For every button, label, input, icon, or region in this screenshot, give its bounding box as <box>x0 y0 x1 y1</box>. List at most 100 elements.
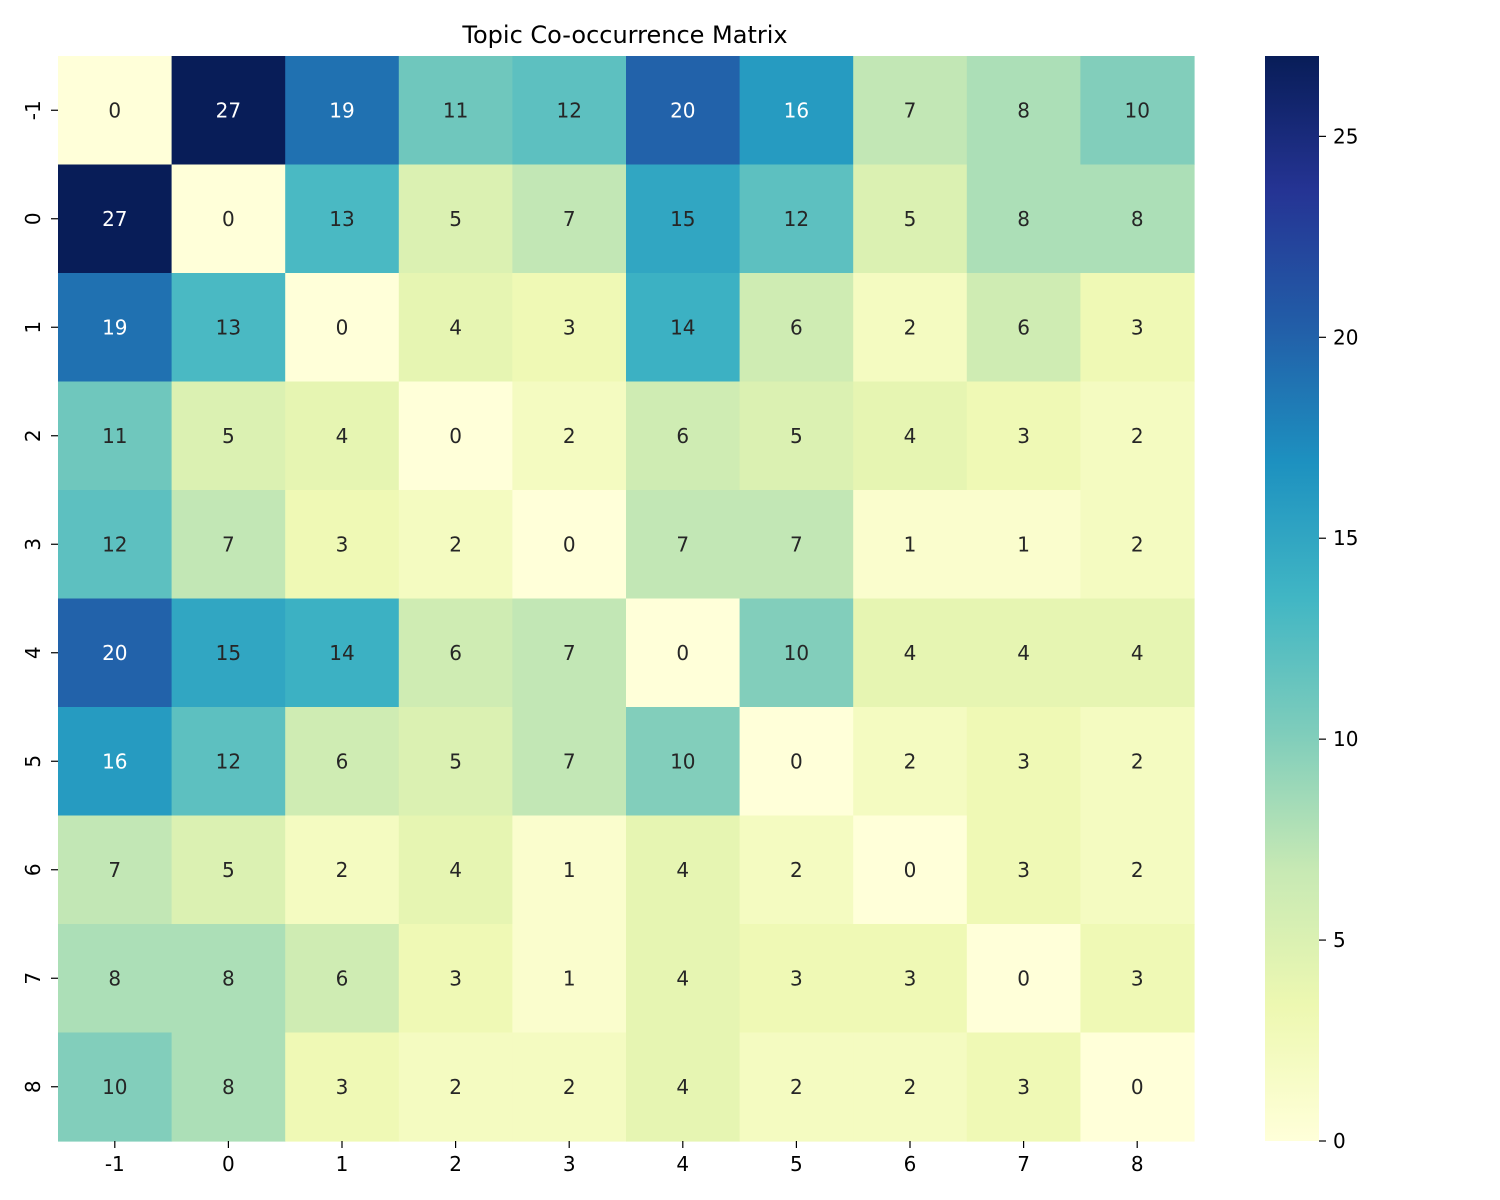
heatmap-cell-r1-c3 <box>398 164 513 274</box>
heatmap-cell-r2-c9 <box>1080 273 1195 383</box>
cell-value-label: 6 <box>449 641 462 665</box>
cell-value-label: 2 <box>1131 858 1144 882</box>
heatmap-cell-r3-c1 <box>171 381 286 491</box>
heatmap-cell-r0-c9 <box>1080 56 1195 166</box>
x-tick-label: 5 <box>790 1152 803 1176</box>
heatmap-cell-r2-c6 <box>739 273 854 383</box>
cell-value-label: 0 <box>1017 966 1030 990</box>
heatmap-cell-r1-c6 <box>739 164 854 274</box>
heatmap-cell-r7-c7 <box>853 815 968 925</box>
heatmap-cell-r7-c8 <box>966 815 1081 925</box>
cell-value-label: 2 <box>1131 532 1144 556</box>
heatmap-cell-r8-c9 <box>1080 924 1195 1034</box>
heatmap-cell-r8-c3 <box>398 924 513 1034</box>
cell-value-label: 4 <box>904 424 917 448</box>
heatmap-cell-r5-c7 <box>853 598 968 708</box>
heatmap-cell-r2-c5 <box>626 273 741 383</box>
heatmap-cell-r4-c8 <box>966 490 1081 600</box>
heatmap-cell-r3-c0 <box>58 381 173 491</box>
cell-value-label: 0 <box>336 315 349 339</box>
cell-value-label: 4 <box>676 1075 689 1099</box>
x-tick-label: -1 <box>105 1152 125 1176</box>
cell-value-label: 7 <box>222 532 235 556</box>
cell-value-label: 0 <box>108 98 121 122</box>
cell-value-label: 5 <box>222 424 235 448</box>
cell-value-label: 12 <box>556 98 581 122</box>
cell-value-label: 0 <box>1131 1075 1144 1099</box>
heatmap-cell-r8-c2 <box>285 924 400 1034</box>
cell-value-label: 16 <box>784 98 809 122</box>
y-tick-label: 8 <box>21 1080 45 1093</box>
cell-value-label: 4 <box>336 424 349 448</box>
heatmap-cell-r9-c3 <box>398 1032 513 1142</box>
heatmap-cell-r0-c8 <box>966 56 1081 166</box>
cell-value-label: 3 <box>336 1075 349 1099</box>
cell-value-label: 8 <box>1017 207 1030 231</box>
cell-value-label: 3 <box>1131 315 1144 339</box>
heatmap-cell-r2-c7 <box>853 273 968 383</box>
heatmap-cell-r9-c8 <box>966 1032 1081 1142</box>
heatmap-cell-r8-c4 <box>512 924 627 1034</box>
cell-value-label: 11 <box>443 98 468 122</box>
heatmap-cell-r2-c0 <box>58 273 173 383</box>
heatmap-cell-r0-c7 <box>853 56 968 166</box>
heatmap-cell-r9-c2 <box>285 1032 400 1142</box>
cell-value-label: 19 <box>329 98 354 122</box>
heatmap-cell-r1-c4 <box>512 164 627 274</box>
cell-value-label: 10 <box>1124 98 1149 122</box>
y-tick-label: 6 <box>21 863 45 876</box>
heatmap-cell-r1-c9 <box>1080 164 1195 274</box>
x-tick-label: 0 <box>222 1152 235 1176</box>
heatmap-cell-r7-c3 <box>398 815 513 925</box>
cell-value-label: 14 <box>670 315 695 339</box>
heatmap-cell-r0-c3 <box>398 56 513 166</box>
cell-value-label: 7 <box>563 641 576 665</box>
heatmap-cell-r2-c1 <box>171 273 286 383</box>
cell-value-label: 7 <box>108 858 121 882</box>
heatmap-cell-r6-c1 <box>171 707 286 817</box>
x-tick-label: 7 <box>1017 1152 1030 1176</box>
cell-value-label: 8 <box>222 1075 235 1099</box>
cell-value-label: 6 <box>790 315 803 339</box>
heatmap-cell-r8-c6 <box>739 924 854 1034</box>
cell-value-label: 14 <box>329 641 354 665</box>
cell-value-label: 4 <box>676 966 689 990</box>
cell-value-label: 0 <box>790 749 803 773</box>
heatmap-cell-r0-c4 <box>512 56 627 166</box>
cell-value-label: 2 <box>904 1075 917 1099</box>
y-tick-label: 3 <box>21 538 45 551</box>
heatmap-cell-r5-c0 <box>58 598 173 708</box>
cell-value-label: 2 <box>449 1075 462 1099</box>
colorbar: 0 5 10 15 20 25 <box>1265 56 1358 1153</box>
cell-value-label: 6 <box>1017 315 1030 339</box>
cell-value-label: 4 <box>449 858 462 882</box>
x-tick-label: 4 <box>676 1152 689 1176</box>
heatmap-cell-r9-c7 <box>853 1032 968 1142</box>
cell-value-label: 1 <box>563 966 576 990</box>
cell-value-label: 12 <box>102 532 127 556</box>
heatmap-cell-r6-c5 <box>626 707 741 817</box>
heatmap-cell-r7-c0 <box>58 815 173 925</box>
y-tick-label: 0 <box>21 212 45 225</box>
cell-value-label: 13 <box>329 207 354 231</box>
cell-value-label: 10 <box>102 1075 127 1099</box>
cell-value-label: 15 <box>670 207 695 231</box>
cell-value-label: 5 <box>449 749 462 773</box>
cell-value-label: 0 <box>449 424 462 448</box>
heatmap-cell-r3-c4 <box>512 381 627 491</box>
cell-value-label: 20 <box>670 98 695 122</box>
x-tick-label: 8 <box>1131 1152 1144 1176</box>
cell-value-label: 0 <box>563 532 576 556</box>
y-tick-label: 4 <box>21 646 45 659</box>
cell-value-label: 6 <box>336 749 349 773</box>
x-tick-label: 2 <box>449 1152 462 1176</box>
heatmap-cell-r9-c6 <box>739 1032 854 1142</box>
heatmap-cell-r7-c4 <box>512 815 627 925</box>
x-tick-label: 6 <box>904 1152 917 1176</box>
heatmap-cell-r9-c1 <box>171 1032 286 1142</box>
cell-value-label: 4 <box>1131 641 1144 665</box>
heatmap-cell-r4-c6 <box>739 490 854 600</box>
cell-value-label: 2 <box>563 424 576 448</box>
cell-value-label: 2 <box>790 1075 803 1099</box>
